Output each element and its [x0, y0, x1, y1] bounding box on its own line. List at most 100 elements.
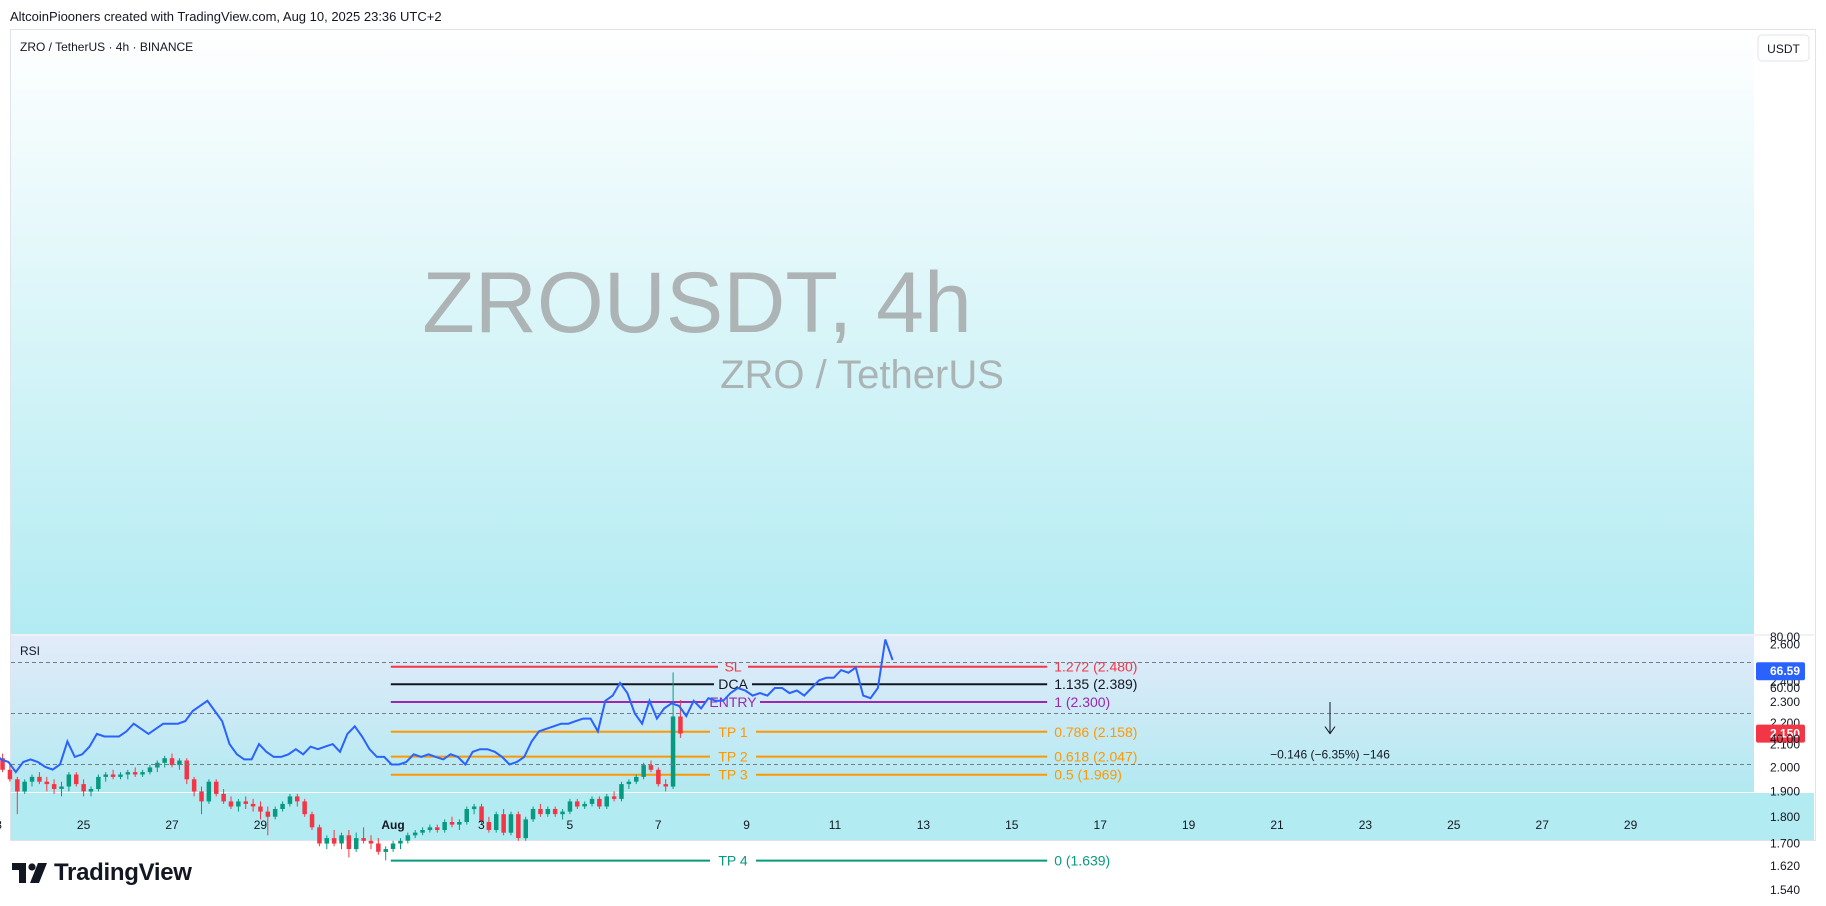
candle: [582, 801, 587, 809]
last-price-tag: [1756, 724, 1805, 743]
candle-body: [575, 801, 580, 807]
candle-body: [508, 814, 514, 833]
candle: [15, 776, 20, 815]
candle-body: [457, 822, 462, 825]
candle: [331, 830, 337, 847]
candle-body: [611, 796, 617, 799]
candle-body: [538, 809, 543, 815]
rsi-tick-label: 60.00: [1770, 681, 1800, 695]
candle-body: [464, 809, 469, 822]
candle: [250, 798, 256, 812]
candle: [125, 769, 131, 780]
candle-body: [354, 838, 359, 850]
candle: [589, 796, 595, 807]
candle: [74, 772, 79, 787]
candle-body: [51, 784, 57, 789]
fib-level-dca[interactable]: DCA 1.135 (2.389): [390, 676, 1138, 692]
candle-body: [494, 814, 499, 830]
candle-body: [427, 827, 433, 830]
candle: [575, 798, 580, 809]
candle: [560, 809, 565, 820]
fib-level-name: TP 1: [718, 724, 748, 740]
candle: [641, 762, 646, 780]
candle: [184, 758, 189, 785]
candle-body: [530, 809, 536, 820]
measure-label: −0.146 (−6.35%) −146: [1270, 748, 1390, 762]
candle-body: [265, 811, 271, 817]
candle-body: [162, 758, 167, 763]
candle-body: [250, 803, 256, 807]
candle-body: [88, 789, 94, 792]
candle: [383, 846, 388, 861]
candle-body: [368, 840, 374, 844]
candle: [132, 767, 138, 777]
candle-body: [206, 781, 212, 802]
candle: [538, 803, 543, 817]
candle: [309, 811, 315, 830]
candle-body: [442, 822, 447, 830]
price-axis[interactable]: 2.6002.4002.3002.2002.1002.0001.9001.800…: [1756, 638, 1805, 906]
candle-body: [641, 765, 646, 777]
candle-body: [604, 796, 609, 807]
candle: [199, 786, 204, 815]
candle: [0, 753, 5, 773]
candle-body: [272, 809, 278, 817]
chart-caption: AltcoinPiooners created with TradingView…: [10, 9, 442, 24]
fib-level-name: TP 3: [718, 767, 748, 783]
candle: [648, 760, 654, 773]
candle-body: [597, 798, 602, 807]
candle: [626, 779, 632, 789]
fib-level-tp2[interactable]: TP 2 0.618 (2.047): [390, 749, 1138, 765]
time-axis-area[interactable]: [11, 793, 1814, 840]
measure-tool[interactable]: −0.146 (−6.35%) −146: [1270, 702, 1390, 762]
candle: [346, 830, 352, 858]
fib-level-value: 0 (1.639): [1054, 853, 1110, 869]
candle: [663, 779, 668, 792]
tradingview-logo[interactable]: TradingView: [12, 859, 192, 887]
candle: [110, 769, 116, 780]
candle-body: [317, 827, 322, 844]
candle: [494, 811, 499, 833]
candle-body: [663, 784, 668, 787]
time-tick-label: 21: [1270, 818, 1284, 832]
time-tick-label: 7: [655, 818, 662, 832]
candle-body: [199, 791, 204, 802]
chart-frame: [10, 29, 1816, 841]
currency-button[interactable]: USDT: [1757, 34, 1810, 62]
candle: [604, 793, 609, 809]
candle-body: [309, 814, 315, 828]
watermark-sub: ZRO / TetherUS: [720, 353, 1004, 397]
currency-label: USDT: [1767, 42, 1800, 56]
candle: [449, 816, 455, 828]
rsi-tick-label: 80.00: [1770, 630, 1800, 644]
tradingview-logo-icon: [12, 863, 47, 883]
candle-body: [29, 776, 35, 782]
candle: [523, 816, 528, 841]
candle: [390, 840, 396, 852]
price-tick-label: 1.800: [1770, 810, 1800, 824]
candle-body: [678, 716, 683, 734]
candle: [96, 774, 101, 792]
tradingview-logo-text: TradingView: [54, 859, 192, 886]
rsi-title[interactable]: RSI: [20, 644, 40, 658]
candle: [427, 824, 433, 833]
rsi-line: [0, 639, 894, 774]
fib-level-value: 0.5 (1.969): [1054, 767, 1122, 783]
candle: [530, 806, 536, 822]
fib-level-tp1[interactable]: TP 1 0.786 (2.158): [390, 724, 1138, 740]
price-pane[interactable]: [11, 30, 1754, 634]
candle-body: [412, 832, 418, 836]
symbol-title[interactable]: ZRO / TetherUS · 4h · BINANCE: [20, 40, 193, 54]
candle: [243, 796, 248, 809]
candle-body: [287, 796, 293, 804]
candle: [169, 753, 175, 768]
time-tick-label: 27: [165, 818, 179, 832]
candle: [597, 796, 602, 809]
time-axis[interactable]: 23 25 27 29 Aug 3 5 7 9 11 13 15 17 19 21 23 25 27 29: [0, 818, 1638, 832]
candle: [228, 796, 234, 809]
candle-body: [361, 838, 366, 841]
fib-level-tp4[interactable]: TP 4 0 (1.639): [390, 853, 1110, 869]
candle: [59, 781, 64, 797]
fib-level-entry[interactable]: ENTRY 1 (2.300): [390, 694, 1110, 710]
